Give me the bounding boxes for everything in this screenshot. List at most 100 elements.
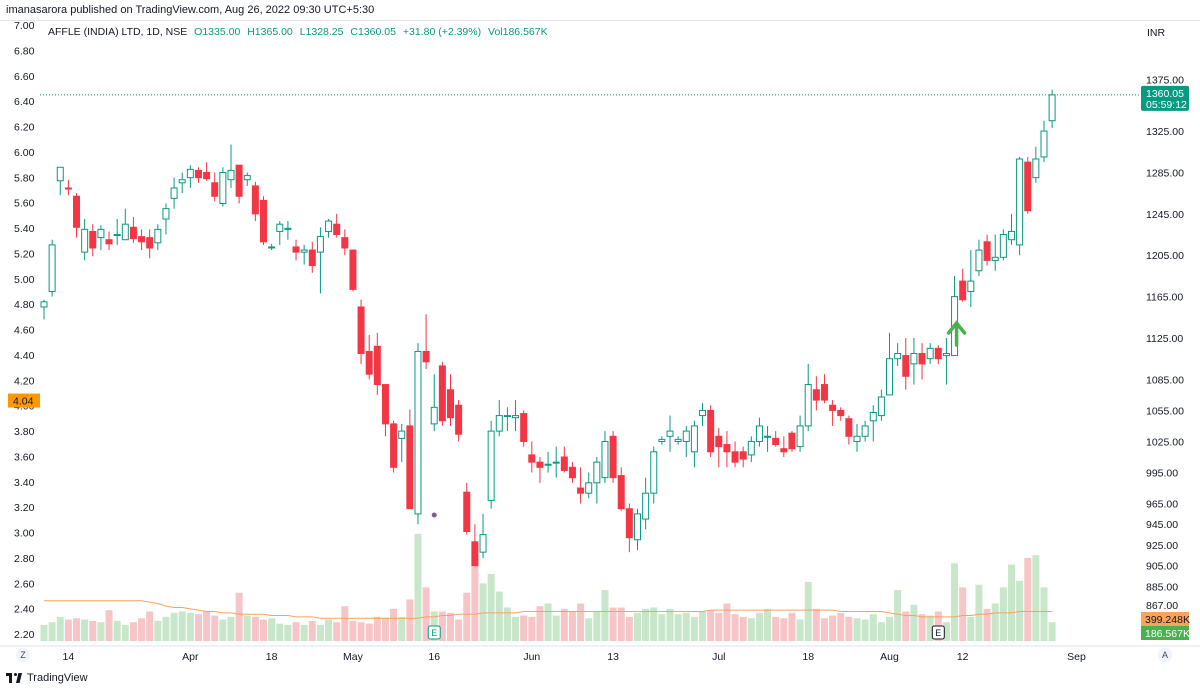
candle-body <box>869 411 877 422</box>
volume-bar <box>260 619 268 641</box>
candle-body <box>64 187 72 190</box>
candle-body <box>601 440 609 479</box>
volume-bar <box>495 591 503 641</box>
candle-body <box>235 164 243 197</box>
candle-body <box>707 409 715 453</box>
left-axis-tick: 3.40 <box>14 477 35 489</box>
volume-bar <box>967 616 975 641</box>
footer: TradingView <box>6 672 88 684</box>
volume-bar <box>593 611 601 641</box>
volume-bar <box>414 533 422 641</box>
candle-body <box>227 169 235 181</box>
volume-bar <box>300 624 308 641</box>
time-axis-label: Aug <box>880 651 899 663</box>
volume-bar <box>40 624 48 641</box>
volume-bar <box>211 615 219 641</box>
volume-ma-line <box>44 600 1053 619</box>
volume-bar <box>894 590 902 641</box>
candle-body <box>48 244 56 292</box>
ohlc-high: H1365.00 <box>247 26 293 38</box>
volume-bar <box>755 612 763 641</box>
volume-ma-label: 399.248K <box>1145 614 1190 626</box>
volume-bar <box>853 618 861 641</box>
candle-body <box>642 492 650 520</box>
price-axis-tick: 1025.00 <box>1146 436 1184 448</box>
left-axis-tick: 2.80 <box>14 553 35 565</box>
candle-body <box>886 358 894 396</box>
volume-bar <box>910 604 918 641</box>
candle-body <box>463 491 471 532</box>
volume-bar <box>926 615 934 641</box>
volume-bar <box>959 587 967 641</box>
volume-bar <box>633 612 641 641</box>
goto-date-button[interactable]: Z <box>16 648 30 662</box>
volume-ma-badge <box>1141 612 1189 626</box>
candle-body <box>999 234 1007 258</box>
volume-bar <box>536 606 544 641</box>
ohlc-change: +31.80 (+2.39%) <box>402 26 482 38</box>
candle-body <box>991 256 999 261</box>
symbol-name[interactable]: AFFLE (INDIA) LTD, 1D, NSE <box>48 26 188 38</box>
volume-bar <box>162 616 170 641</box>
volume-bar <box>138 618 146 641</box>
candle-body <box>113 234 121 237</box>
chart-frame <box>0 20 1200 669</box>
volume-bar <box>97 622 105 641</box>
candle-body <box>414 350 422 515</box>
volume-bar <box>820 618 828 641</box>
candle-body <box>243 175 251 181</box>
candle-body <box>625 508 633 539</box>
candle-body <box>780 448 788 453</box>
volume-bar <box>487 574 495 641</box>
candle-body <box>715 435 723 448</box>
candle-body <box>682 430 690 442</box>
candle-body <box>154 228 162 244</box>
candle-body <box>593 461 601 484</box>
candle-body <box>1048 94 1056 122</box>
candle-body <box>926 347 934 360</box>
tradingview-logo-icon <box>6 673 22 683</box>
candle-body <box>373 345 381 386</box>
volume-bar <box>609 607 617 641</box>
candle-body <box>520 413 528 442</box>
candle-body <box>162 208 170 220</box>
volume-bar <box>625 616 633 641</box>
volume-bar <box>373 616 381 641</box>
left-axis-tick: 3.60 <box>14 451 35 463</box>
volume-bar <box>463 592 471 641</box>
candle-body <box>398 430 406 439</box>
volume-bar <box>170 612 178 641</box>
candle-body <box>747 440 755 456</box>
volume-bar <box>617 607 625 641</box>
volume-bar <box>89 620 97 641</box>
candle-body <box>471 541 479 567</box>
price-axis-tick: 1245.00 <box>1146 209 1184 221</box>
candle-body <box>934 347 942 360</box>
last-price-badge <box>1141 85 1189 111</box>
candle-body <box>690 425 698 453</box>
candle-body <box>194 169 202 179</box>
volume-bar <box>219 619 227 641</box>
candle-body <box>552 461 560 464</box>
candle-body <box>390 423 398 468</box>
volume-bar <box>918 614 926 641</box>
candle-body <box>861 425 869 437</box>
volume-bar <box>983 608 991 641</box>
volume-bar <box>861 619 869 641</box>
time-axis-label: 12 <box>957 651 969 663</box>
time-axis-label: Apr <box>182 651 199 663</box>
candle-body <box>894 353 902 360</box>
time-axis-label: 18 <box>802 651 814 663</box>
left-axis-tick: 5.00 <box>14 274 35 286</box>
volume-bar <box>308 620 316 641</box>
volume-bar <box>284 624 292 641</box>
volume-bar <box>1040 587 1048 641</box>
volume-bar <box>422 587 430 641</box>
candle-body <box>772 437 780 446</box>
auto-scale-button[interactable]: A <box>1158 648 1172 662</box>
candle-body <box>812 389 820 401</box>
volume-bar <box>707 610 715 641</box>
left-axis-tick: 4.40 <box>14 350 35 362</box>
